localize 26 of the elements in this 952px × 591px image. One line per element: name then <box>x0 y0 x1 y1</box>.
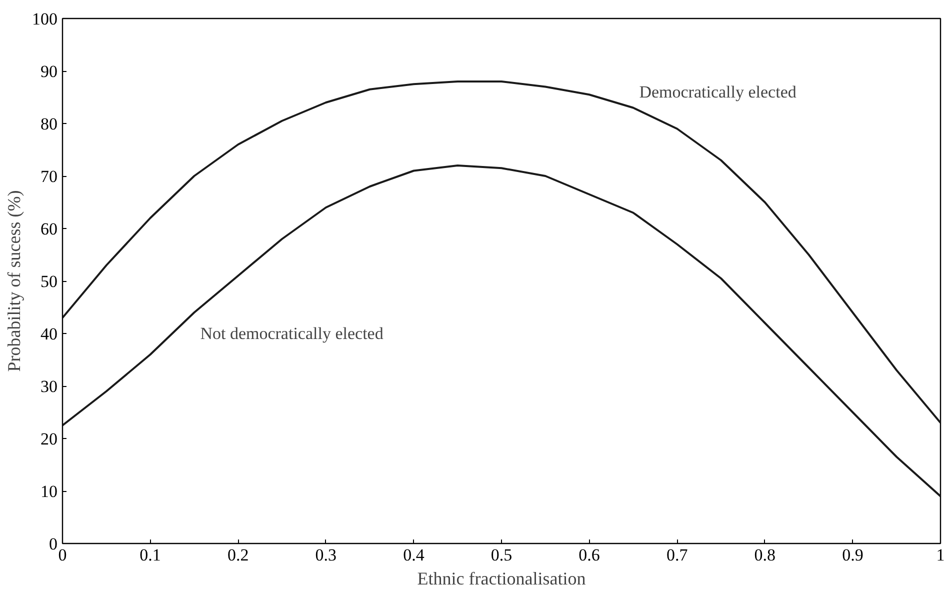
x-tick-label: 0.2 <box>227 546 249 564</box>
y-tick-label: 10 <box>40 482 58 501</box>
x-tick-label: 0.6 <box>578 546 600 564</box>
y-tick-label: 40 <box>40 324 58 344</box>
y-axis-title: Probability of sucess (%) <box>4 190 24 372</box>
x-axis-title: Ethnic fractionalisation <box>417 568 586 588</box>
x-tick-label: 0.8 <box>754 546 776 564</box>
y-tick-label: 80 <box>40 114 58 134</box>
y-tick-label: 100 <box>32 10 58 28</box>
x-tick-label: 0.9 <box>842 546 864 564</box>
line-series <box>62 80 940 424</box>
y-tick-label: 50 <box>40 272 58 291</box>
y-tick-label: 20 <box>40 430 58 448</box>
series-label: Not democratically elected <box>200 324 384 343</box>
y-tick-label: 60 <box>40 220 58 238</box>
x-tick-label: 0.3 <box>315 546 337 564</box>
x-tick-label: 1 <box>936 546 945 564</box>
x-tick-label: 0.7 <box>666 546 688 564</box>
y-tick-label: 90 <box>40 62 58 81</box>
x-tick-label: 0.4 <box>403 546 425 564</box>
x-tick-label: 0.5 <box>490 546 512 564</box>
line-series <box>62 164 940 498</box>
y-tick-label: 30 <box>40 377 58 396</box>
y-tick-label: 70 <box>40 167 58 186</box>
series-label: Democratically elected <box>639 82 797 102</box>
x-tick-label: 0.1 <box>140 546 161 564</box>
